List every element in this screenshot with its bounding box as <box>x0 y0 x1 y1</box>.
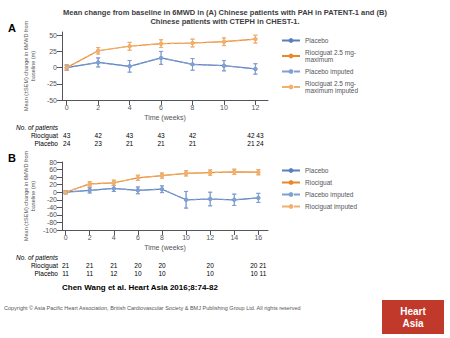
svg-text:24: 24 <box>63 140 71 147</box>
svg-text:Placebo: Placebo <box>35 140 59 147</box>
svg-text:12: 12 <box>206 234 214 241</box>
svg-text:21: 21 <box>157 140 165 147</box>
svg-text:Placebo imputed: Placebo imputed <box>305 191 354 199</box>
svg-text:Mean (±SEM) change in 6MWD fro: Mean (±SEM) change in 6MWD from <box>23 151 29 242</box>
svg-text:25: 25 <box>49 48 57 55</box>
svg-text:42: 42 <box>95 132 103 139</box>
svg-text:-25: -25 <box>47 80 57 87</box>
svg-text:10: 10 <box>134 270 142 277</box>
svg-text:A: A <box>8 22 16 34</box>
svg-text:baseline (m): baseline (m) <box>30 51 36 81</box>
svg-text:0: 0 <box>53 64 57 71</box>
svg-text:4: 4 <box>112 234 116 241</box>
svg-text:12: 12 <box>110 270 118 277</box>
svg-text:B: B <box>8 152 16 164</box>
svg-text:20: 20 <box>134 262 142 269</box>
svg-text:0: 0 <box>53 189 57 196</box>
svg-text:43: 43 <box>126 132 134 139</box>
svg-text:10: 10 <box>207 270 215 277</box>
svg-text:21 24: 21 24 <box>247 140 264 147</box>
svg-text:2: 2 <box>96 104 100 111</box>
svg-text:23: 23 <box>95 140 103 147</box>
svg-text:-100: -100 <box>43 227 57 234</box>
svg-text:21: 21 <box>126 140 134 147</box>
svg-text:Asia: Asia <box>402 318 424 329</box>
svg-text:10: 10 <box>158 270 166 277</box>
svg-text:60: 60 <box>49 166 57 173</box>
svg-text:12: 12 <box>252 104 260 111</box>
svg-text:0: 0 <box>64 234 68 241</box>
svg-text:maximum imputed: maximum imputed <box>305 87 358 95</box>
svg-text:2: 2 <box>88 234 92 241</box>
svg-text:Mean (±SEM) change in 6MWD fro: Mean (±SEM) change in 6MWD from <box>23 21 29 112</box>
svg-text:20 21: 20 21 <box>250 262 267 269</box>
svg-text:20: 20 <box>49 181 57 188</box>
svg-text:Riociguat: Riociguat <box>31 132 58 140</box>
svg-text:42: 42 <box>189 132 197 139</box>
svg-text:Riociguat 2.5 mg-: Riociguat 2.5 mg- <box>305 49 356 56</box>
svg-text:43: 43 <box>63 132 71 139</box>
svg-text:No. of patients: No. of patients <box>16 254 59 262</box>
svg-text:8: 8 <box>191 104 195 111</box>
svg-text:Placebo: Placebo <box>305 37 329 44</box>
svg-text:Riociguat imputed: Riociguat imputed <box>305 203 357 211</box>
svg-text:16: 16 <box>254 234 262 241</box>
svg-text:40: 40 <box>49 174 57 181</box>
svg-text:11: 11 <box>86 270 93 277</box>
svg-text:21: 21 <box>62 262 70 269</box>
svg-text:Riociguat: Riociguat <box>305 179 332 187</box>
svg-text:Placebo imputed: Placebo imputed <box>305 68 354 76</box>
svg-text:21: 21 <box>110 262 118 269</box>
svg-text:Chinese patients with CTEPH in: Chinese patients with CTEPH in CHEST-1. <box>150 17 299 26</box>
svg-text:-20: -20 <box>47 196 57 203</box>
svg-text:-80: -80 <box>47 219 57 226</box>
svg-text:maximum: maximum <box>305 56 333 63</box>
svg-text:11: 11 <box>62 270 69 277</box>
svg-text:6: 6 <box>136 234 140 241</box>
svg-text:-40: -40 <box>47 204 57 211</box>
svg-text:Placebo: Placebo <box>35 270 59 277</box>
svg-text:20: 20 <box>207 262 215 269</box>
svg-text:Time (weeks): Time (weeks) <box>144 114 186 122</box>
svg-text:50: 50 <box>49 32 57 39</box>
svg-text:Mean change from baseline in 6: Mean change from baseline in 6MWD in (A)… <box>63 8 387 17</box>
svg-text:6: 6 <box>159 104 163 111</box>
svg-text:Heart: Heart <box>400 306 426 317</box>
svg-text:43: 43 <box>157 132 165 139</box>
svg-text:Time (weeks): Time (weeks) <box>144 244 186 252</box>
svg-text:Riociguat: Riociguat <box>31 262 58 270</box>
svg-text:10: 10 <box>182 234 190 241</box>
svg-text:0: 0 <box>65 104 69 111</box>
svg-text:-60: -60 <box>47 211 57 218</box>
svg-text:21: 21 <box>189 140 197 147</box>
svg-text:Riociguat 2.5 mg-: Riociguat 2.5 mg- <box>305 80 356 87</box>
svg-text:14: 14 <box>230 234 238 241</box>
svg-text:8: 8 <box>160 234 164 241</box>
svg-text:80: 80 <box>49 159 57 166</box>
svg-text:20: 20 <box>158 262 166 269</box>
svg-text:4: 4 <box>128 104 132 111</box>
svg-text:Chen Wang et al. Heart Asia 20: Chen Wang et al. Heart Asia 2016;8:74-82 <box>62 283 218 292</box>
svg-text:baseline (m): baseline (m) <box>30 181 36 211</box>
svg-text:No. of patients: No. of patients <box>16 124 59 132</box>
svg-text:10 11: 10 11 <box>250 270 266 277</box>
svg-text:21: 21 <box>86 262 94 269</box>
svg-text:Placebo: Placebo <box>305 167 329 174</box>
svg-text:42 43: 42 43 <box>247 132 264 139</box>
svg-text:10: 10 <box>220 104 228 111</box>
svg-text:Copyright © Asia Pacific Heart: Copyright © Asia Pacific Heart Associati… <box>4 305 301 311</box>
svg-text:-50: -50 <box>47 97 57 104</box>
